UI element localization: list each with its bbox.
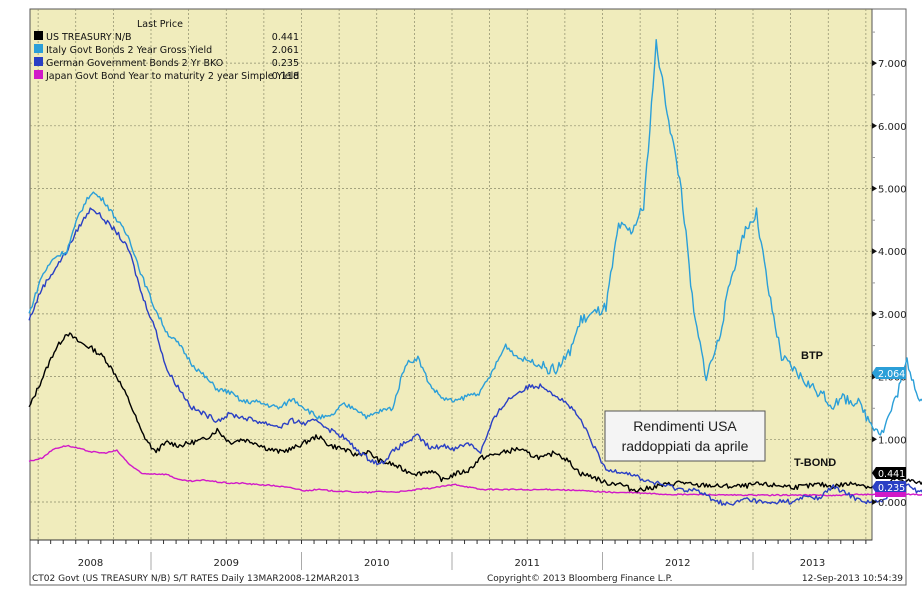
y-tick-arrow (872, 248, 877, 255)
y-tick-label: 4.000 (878, 247, 907, 258)
last-price-badge-text: 2.064 (878, 369, 905, 380)
y-tick-label: 1.000 (878, 435, 907, 446)
y-tick-arrow (872, 499, 877, 505)
y-tick-label: 5.000 (878, 185, 907, 196)
y-tick-arrow (872, 122, 877, 129)
legend-label: German Government Bonds 2 Yr BKO (46, 58, 223, 69)
legend-swatch (34, 44, 43, 53)
x-axis: 2008 2009 2010 2011 2012 2013 (30, 539, 872, 570)
footer-left: CT02 Govt (US TREASURY N/B) S/T RATES Da… (32, 574, 359, 584)
series-line-us (28, 332, 922, 493)
y-tick-label: 3.000 (878, 310, 907, 321)
series-layer (28, 39, 922, 506)
legend-title: Last Price (137, 19, 183, 30)
x-year-label: 2010 (364, 558, 389, 569)
annotation-line2: raddoppiati da aprile (622, 438, 749, 454)
legend-last-price: 0.118 (272, 71, 299, 82)
series-line-italy (28, 39, 922, 436)
y-tick-label: 6.000 (878, 122, 907, 133)
y-tick-arrow (872, 185, 877, 192)
series-line-german (28, 207, 922, 506)
x-year-label: 2013 (800, 558, 825, 569)
legend-last-price: 0.235 (272, 58, 299, 69)
last-price-badge (872, 481, 906, 493)
y-tick-label: 0.000 (878, 498, 907, 509)
x-year-label: 2012 (665, 558, 690, 569)
annotation-box: Rendimenti USA raddoppiati da aprile (604, 410, 766, 462)
x-year-label: 2011 (515, 558, 540, 569)
last-price-badge-japan (875, 492, 906, 497)
btp-label: BTP (801, 350, 823, 362)
legend-last-price: 0.441 (272, 32, 299, 43)
last-price-badge (872, 467, 906, 479)
legend-label: Japan Govt Bond Year to maturity 2 year … (45, 71, 299, 82)
last-price-badge-text: 0.441 (878, 469, 905, 480)
tbond-label: T-BOND (794, 457, 836, 469)
y-tick-arrow (872, 310, 877, 317)
x-year-label: 2009 (214, 558, 239, 569)
last-price-badge (872, 367, 906, 379)
y-tick-arrow (872, 436, 877, 443)
legend-swatch (34, 31, 43, 40)
footer-timestamp: 12-Sep-2013 10:54:39 (802, 574, 903, 584)
legend-label: Italy Govt Bonds 2 Year Gross Yield (46, 45, 212, 56)
legend-swatch (34, 57, 43, 66)
grid (30, 9, 872, 540)
series-line-japan (28, 444, 922, 497)
annotation-box-rect (604, 410, 766, 462)
y-tick-arrow (872, 60, 877, 67)
legend-last-price: 2.061 (272, 45, 299, 56)
annotation-line1: Rendimenti USA (633, 418, 737, 434)
legend-label: US TREASURY N/B (46, 32, 132, 43)
legend-swatch (34, 70, 43, 79)
y-tick-label: 7.000 (878, 59, 907, 70)
last-price-badges: 0.441 2.064 0.235 (872, 367, 906, 497)
footer-copyright: Copyright© 2013 Bloomberg Finance L.P. (487, 574, 672, 584)
legend: Last Price US TREASURY N/B 0.441 Italy Gov… (34, 19, 299, 82)
last-price-badge-text: 0.235 (878, 483, 905, 494)
x-year-label: 2008 (78, 558, 103, 569)
